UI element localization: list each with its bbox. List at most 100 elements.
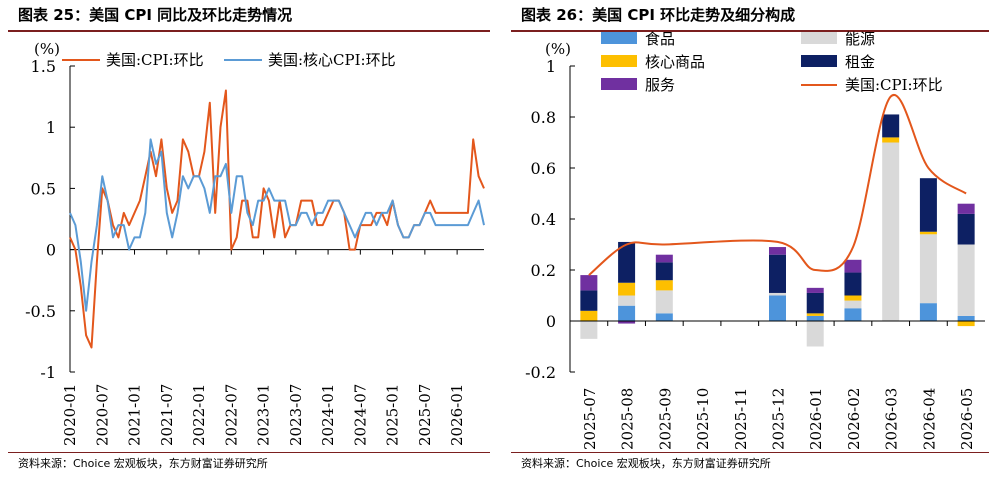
right-bar-segment-food <box>806 315 824 321</box>
right-legend-label: 服务 <box>645 76 675 94</box>
left-x-tick-label: 2025-01 <box>384 384 402 446</box>
right-cpi-line <box>588 93 967 276</box>
right-bar-segment-core_goods <box>580 310 598 321</box>
right-x-tick-label: 2025-07 <box>581 388 599 450</box>
left-y-tick-label: 1 <box>46 118 56 137</box>
right-bar-segment-energy <box>580 321 598 339</box>
left-x-tick-label: 2022-01 <box>190 384 208 446</box>
left-series-line-core-cpi <box>69 138 485 312</box>
right-y-tick-label: 1 <box>546 57 556 76</box>
right-bar-segment-services <box>957 203 975 214</box>
left-y-tick-label: -0.5 <box>25 302 56 321</box>
right-x-tick-label: 2025-10 <box>694 388 712 450</box>
right-y-tick-label: 0.8 <box>531 108 556 127</box>
left-x-tick-label: 2024-07 <box>351 384 369 446</box>
right-x-tick-label: 2025-09 <box>656 388 674 450</box>
left-title-rule <box>8 30 490 32</box>
right-bar-segment-core_goods <box>806 313 824 316</box>
right-bar-segment-rent <box>580 290 598 311</box>
right-legend-swatch-food <box>601 32 637 44</box>
right-x-tick-label: 2026-01 <box>807 388 825 450</box>
right-bar-segment-food <box>919 303 937 321</box>
left-x-tick-label: 2025-07 <box>416 384 434 446</box>
right-bar-segment-rent <box>618 241 636 283</box>
right-source-rule <box>511 452 989 453</box>
right-y-unit: (%) <box>545 40 571 58</box>
right-figure: 图表 26：美国 CPI 环比走势及细分构成 (%) 1 0.8 0.6 0.4 0.2 0… <box>503 0 997 477</box>
right-y-tick-label: 0.2 <box>531 261 556 280</box>
left-legend-label: 美国:CPI:环比 <box>106 51 204 69</box>
left-y-unit: (%) <box>34 40 60 58</box>
left-x-tick-label: 2026-01 <box>448 384 466 446</box>
right-x-tick-label: 2025-11 <box>732 388 750 450</box>
right-bar-segment-core_goods <box>882 137 900 143</box>
right-bar-segment-services <box>844 259 862 273</box>
right-legend-swatch-energy <box>801 32 837 44</box>
right-x-tick-label: 2026-05 <box>958 388 976 450</box>
left-chart: (%)1.5 1 0.5 0 -0.5 -1 2020-01 2020-07 2021-01 20… <box>25 40 485 446</box>
right-bar-segment-core_goods <box>957 321 975 327</box>
left-x-tick-label: 2023-01 <box>255 384 273 446</box>
right-bar-segment-core_goods <box>655 280 673 291</box>
left-source-rule <box>8 452 490 453</box>
right-legend-label: 食品 <box>645 30 675 48</box>
right-bar-segment-energy <box>957 244 975 316</box>
right-legend-label: 美国:CPI:环比 <box>845 76 943 94</box>
right-legend-swatch-core_goods <box>601 55 637 67</box>
right-x-tick-label: 2026-04 <box>920 388 938 450</box>
left-legend-label: 美国:核心CPI:环比 <box>268 51 396 69</box>
right-title-rule <box>511 30 989 32</box>
right-bar-segment-food <box>618 305 636 321</box>
right-legend-swatch-services <box>601 78 637 90</box>
left-y-tick-label: -1 <box>40 363 56 382</box>
right-y-tick-label: -0.2 <box>525 363 556 382</box>
right-legend-label: 能源 <box>845 30 875 48</box>
right-bar-segment-services <box>769 247 786 255</box>
right-y-tick-label: 0.4 <box>531 210 556 229</box>
right-bar-segment-energy <box>618 295 636 306</box>
right-bar-segment-core_goods <box>844 295 862 301</box>
right-bar-segment-energy <box>806 321 824 347</box>
right-bar-segment-services <box>618 321 636 324</box>
left-x-tick-label: 2020-01 <box>61 384 79 446</box>
right-x-tick-label: 2025-12 <box>770 388 788 450</box>
right-bar-segment-rent <box>655 262 673 281</box>
left-figure-title: 图表 25：美国 CPI 同比及环比走势情况 <box>18 6 293 24</box>
right-x-tick-label: 2026-02 <box>845 388 863 450</box>
right-bar-segment-rent <box>806 292 824 314</box>
right-bar-segment-core_goods <box>618 282 636 296</box>
right-bar-segment-services <box>655 254 673 263</box>
right-bar-segment-rent <box>844 272 862 296</box>
left-y-tick-label: 0.5 <box>31 179 56 198</box>
right-bar-segment-energy <box>769 292 786 296</box>
right-bar-segment-rent <box>769 254 786 293</box>
right-bar-segment-core_goods <box>919 231 937 235</box>
left-y-tick-label: 1.5 <box>31 57 56 76</box>
right-bar-segment-services <box>580 275 598 291</box>
left-x-tick-label: 2021-01 <box>126 384 144 446</box>
left-x-tick-label: 2020-07 <box>93 384 111 446</box>
right-bar-segment-rent <box>957 213 975 245</box>
right-x-tick-label: 2026-03 <box>883 388 901 450</box>
left-source-note: 资料来源：Choice 宏观板块，东方财富证券研究所 <box>18 457 268 470</box>
right-bar-segment-food <box>957 315 975 321</box>
left-y-tick-label: 0 <box>46 241 56 260</box>
left-x-tick-label: 2024-01 <box>319 384 337 446</box>
right-bar-segment-food <box>655 313 673 321</box>
left-x-tick-label: 2023-07 <box>287 384 305 446</box>
right-bar-segment-rent <box>882 114 900 138</box>
right-chart: (%)1 0.8 0.6 0.4 0.2 0 -0.2 2025-07 2025-08 2025-… <box>525 30 985 450</box>
right-bar-segment-services <box>806 287 824 293</box>
right-legend-label: 核心商品 <box>645 53 705 71</box>
left-figure: 图表 25：美国 CPI 同比及环比走势情况 (%) 1.5 1 0.5 0 -0.5 -1… <box>0 0 498 477</box>
left-x-tick-label: 2021-07 <box>158 384 176 446</box>
right-x-tick-label: 2025-08 <box>619 388 637 450</box>
right-bar-segment-energy <box>919 234 937 304</box>
right-y-tick-label: 0 <box>546 312 556 331</box>
right-source-note: 资料来源：Choice 宏观板块，东方财富证券研究所 <box>521 457 771 470</box>
right-bar-segment-rent <box>919 178 937 232</box>
right-bar-segment-food <box>844 308 862 321</box>
right-bar-segment-energy <box>882 142 900 321</box>
right-bar-segment-energy <box>844 300 862 309</box>
right-bar-segment-food <box>769 295 786 321</box>
